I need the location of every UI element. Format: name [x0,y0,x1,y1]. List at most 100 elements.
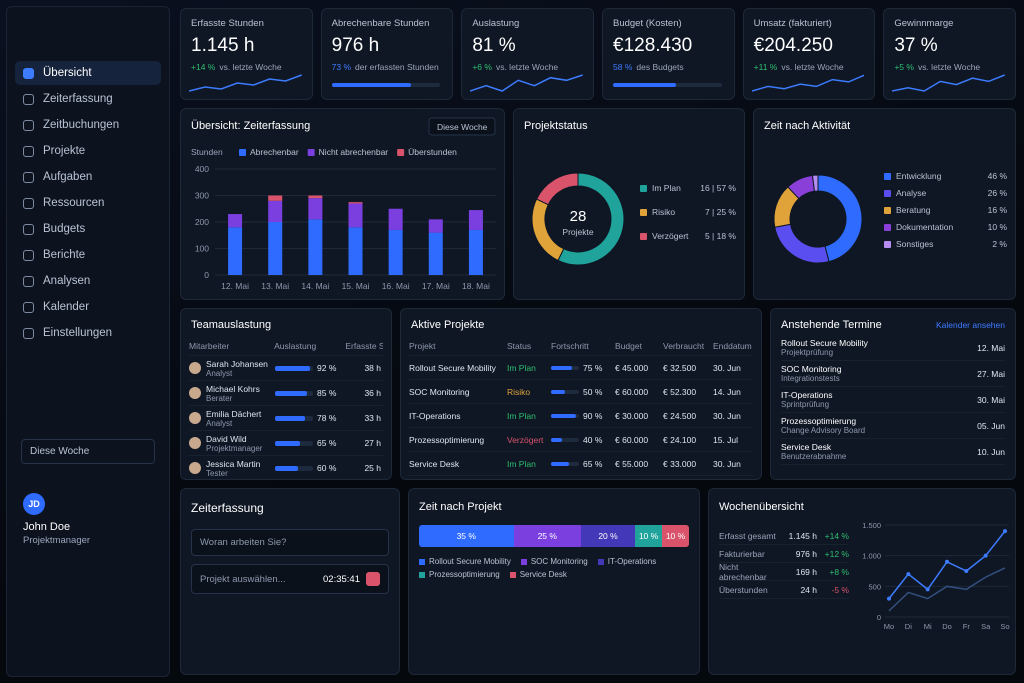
legend-swatch [884,224,891,231]
load-bar [275,415,305,421]
card-title: Teamauslastung [191,319,272,331]
project-status: Im Plan [507,410,536,421]
sidebar: Übersicht Zeiterfassung Zeitbuchungen Proje… [6,6,170,677]
bar-segment [348,203,363,228]
kpi-note: +5 % vs. letzte Woche [894,62,1015,72]
nav-label: Zeiterfassung [43,93,113,105]
kpi-card: Gewinnmarge 37 % +5 % vs. letzte Woche [883,8,1016,100]
kpi-card: Budget (Kosten) €128.430 58 % des Budgets [602,8,735,100]
progress-track [613,83,722,87]
column-header: Auslastung [274,341,317,351]
nav-item[interactable]: Berichte [15,243,161,267]
nav-label: Kalender [43,301,90,313]
chart-title: Projektstatus [524,120,588,132]
kpi-title: Gewinnmarge [894,18,954,29]
y-tick-label: 1.000 [862,552,881,561]
person-name: Michael Kohrs [206,383,260,394]
nav-item[interactable]: Projekte [15,139,161,163]
event-name: Prozessoptimierung [781,416,857,426]
event-date: 30. Mai [977,394,1005,405]
x-tick-label: Mi [924,622,932,631]
nav-label: Budgets [43,223,86,235]
event-text: Service Desk Benutzerabnahme [781,442,846,461]
nav-icon [23,327,34,339]
legend-swatch [509,571,516,578]
load-label: 78 % [317,413,337,423]
progress-track [551,414,579,419]
legend-label: Entwicklung [896,171,942,181]
table-row: Rollout Secure Mobility Im Plan 75 % € 45.0… [409,356,753,380]
card-title: Aktive Projekte [411,319,485,331]
activity-card: Zeit nach Aktivität Entwicklung 46 % Analys… [753,108,1016,300]
nav-item[interactable]: Zeitbuchungen [15,113,161,137]
table-header: Projekt Status Fortschritt Budget Verbraucht… [409,337,753,356]
load-cell: 92 % [275,363,347,373]
legend-item: Service Desk [509,570,567,579]
progress-bar [551,462,570,467]
point [1003,529,1007,534]
nav-label: Aufgaben [43,171,93,183]
filter-select [428,117,496,136]
project-select[interactable]: Projekt auswählen... [200,573,286,585]
segment-label: 35 % [456,531,476,541]
weekly-value: 976 h [795,548,817,559]
chart-title: Zeit nach Aktivität [764,120,850,132]
progress-bar [551,366,572,371]
x-tick-label: 18. Mai [462,281,490,291]
card-title: Wochenübersicht [719,501,804,513]
column-header: Mitarbeiter [189,341,230,351]
x-tick-label: 17. Mai [422,281,450,291]
avatar: JD [23,493,45,515]
time-chart-card: Übersicht: Zeiterfassung Diese Woche Stund… [180,108,505,300]
calendar-link[interactable]: Kalender ansehen [935,320,1005,330]
bar-segment [388,229,403,275]
weekly-label: Erfasst gesamt [719,530,776,541]
nav-item[interactable]: Aufgaben [15,165,161,189]
budget: € 45.000 [615,362,649,373]
bar-segment [228,214,243,228]
x-tick-label: So [1000,622,1009,631]
period-select[interactable]: Diese Woche [21,439,155,464]
nav-item[interactable]: Zeiterfassung [15,87,161,111]
event: IT-Operations Sprintprüfung 30. Mai [781,387,1005,413]
bar-segment [348,202,363,204]
y-tick-label: 300 [195,191,209,201]
weekly-row: Fakturierbar 976 h +12 % [719,545,849,563]
y-tick-label: 500 [868,582,881,591]
legend-swatch [397,149,405,156]
kpi-note-text: des Budgets [636,62,684,72]
tracker-card: Zeiterfassung Woran arbeiten Sie? Projekt … [180,488,400,675]
legend-value: 7 | 25 % [705,207,736,217]
segment-label: 10 % [638,531,659,541]
table-row: IT-Operations Im Plan 90 % € 30.000 € 24.500… [409,404,753,428]
avatar [189,437,201,449]
nav-item[interactable]: Übersicht [15,61,161,85]
kpi-note: +14 % vs. letzte Woche [191,62,312,72]
weekly-row: Nicht abrechenbar 169 h +8 % [719,562,849,582]
progress-cell: 40 % [551,435,615,445]
nav-icon [23,67,34,79]
nav-item[interactable]: Kalender [15,295,161,319]
project-name: Prozessoptimierung [409,434,485,445]
legend-swatch [419,558,425,565]
team-table: Mitarbeiter Auslastung Erfasste Stunden Sar… [189,337,383,479]
nav-item[interactable]: Analysen [15,269,161,293]
bar-segment [428,219,443,233]
kpi-note: 73 % der erfassten Stunden [332,62,453,72]
stop-button[interactable] [366,572,380,586]
hours: 38 h [364,363,381,373]
person-role: Projektmanager [206,443,263,453]
nav-item[interactable]: Ressourcen [15,191,161,215]
event-text: SOC Monitoring Integrationstests [781,364,841,383]
budget: € 60.000 [615,434,649,445]
legend-swatch [884,207,891,214]
task-input[interactable]: Woran arbeiten Sie? [191,529,389,556]
sparkline-line [751,74,865,92]
kpi-delta: +14 % [191,62,216,72]
bar-segment [308,219,323,275]
nav-icon [23,275,34,287]
kpi-card: Auslastung 81 % +6 % vs. letzte Woche [461,8,594,100]
nav-item[interactable]: Einstellungen [15,321,161,345]
nav-item[interactable]: Budgets [15,217,161,241]
column-header: Fortschritt [551,341,589,351]
